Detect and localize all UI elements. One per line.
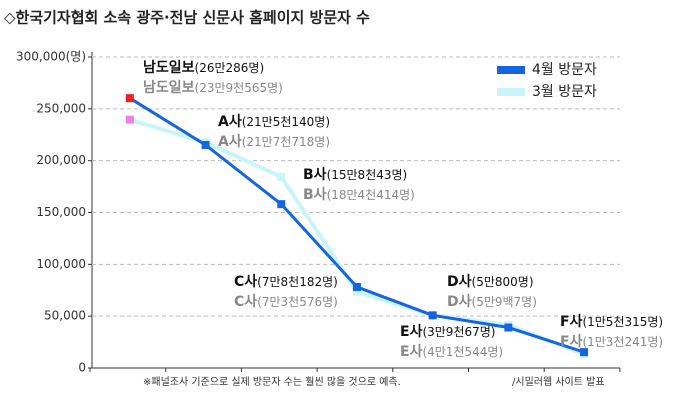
category-name: F사 [560,314,583,330]
data-label: D사(5만800명) [447,274,534,290]
point [428,311,437,320]
category-name: A사 [218,114,242,130]
point [277,200,286,209]
y-tick-label: 300,000(명) [16,50,86,64]
legend-label: 3월 방문자 [532,84,597,100]
value-label: (18만4천414명) [327,187,415,202]
point [201,140,210,149]
data-label: F사(1만5천315명) [560,314,663,331]
point [580,348,589,357]
y-tick-label: 0 [78,361,86,375]
series-line [129,96,585,354]
data-label: C사(7만8천182명) [234,274,338,291]
value-label: (7만8천182명) [257,274,338,289]
data-label: B사(15만8천43명) [303,167,407,184]
category-name: A사 [218,134,242,150]
value-label: (7만3천576명) [257,294,338,309]
category-name: C사 [234,294,257,310]
series-line [129,117,585,357]
legend-label: 4월 방문자 [532,62,597,78]
value-label: (1만3천241명) [582,334,663,349]
value-label: (4만1천544명) [422,344,503,359]
data-label: D사(5만9백7명) [447,294,537,310]
category-name: 남도일보 [143,59,195,76]
data-label: E사(3만9천67명) [400,324,495,341]
y-tick-label: 200,000 [36,153,86,167]
data-label: F사(1만3천241명) [560,334,663,351]
value-label: (21만5천140명) [242,114,330,129]
y-tick-label: 50,000 [44,309,86,323]
value-label: (21만7천718명) [242,134,330,149]
data-label: 남도일보(23만9천565명) [143,79,283,96]
source: /시밀러웹 사이트 발표 [512,376,605,388]
y-tick-label: 250,000 [36,101,86,115]
category-name: 남도일보 [143,79,195,96]
value-label: (5만9백7명) [472,295,537,309]
footnote: ※패널조사 기준으로 실제 방문자 수는 훨씬 많을 것으로 예측. [143,376,401,388]
category-name: D사 [447,274,472,290]
value-label: (3만9천67명) [422,324,495,339]
point [125,115,134,124]
category-name: D사 [447,294,472,310]
point [277,172,286,181]
category-name: B사 [303,167,327,183]
point [352,287,361,296]
category-name: E사 [400,344,423,360]
category-name: E사 [400,324,423,340]
point [504,323,513,332]
data-label: C사(7만3천576명) [234,294,338,311]
value-label: (1만5천315명) [582,314,663,329]
value-label: (23만9천565명) [195,80,283,95]
value-label: (5만800명) [472,275,534,289]
data-label: A사(21만7천718명) [218,134,330,151]
category-name: C사 [234,274,257,290]
category-name: F사 [560,334,583,350]
category-name: B사 [303,187,327,203]
y-tick-label: 100,000 [36,257,86,271]
data-label: A사(21만5천140명) [218,114,330,131]
point [352,282,361,291]
y-tick-label: 150,000 [36,205,86,219]
data-label: B사(18만4천414명) [303,187,415,204]
value-label: (26만286명) [195,61,265,75]
value-label: (15만8천43명) [327,167,408,182]
data-label: E사(4만1천544명) [400,344,503,361]
data-label: 남도일보(26만286명) [143,59,264,76]
point [125,94,134,103]
chart-title: ◇한국기자협회 소속 광주·전남 신문사 홈페이지 방문자 수 [4,9,370,27]
